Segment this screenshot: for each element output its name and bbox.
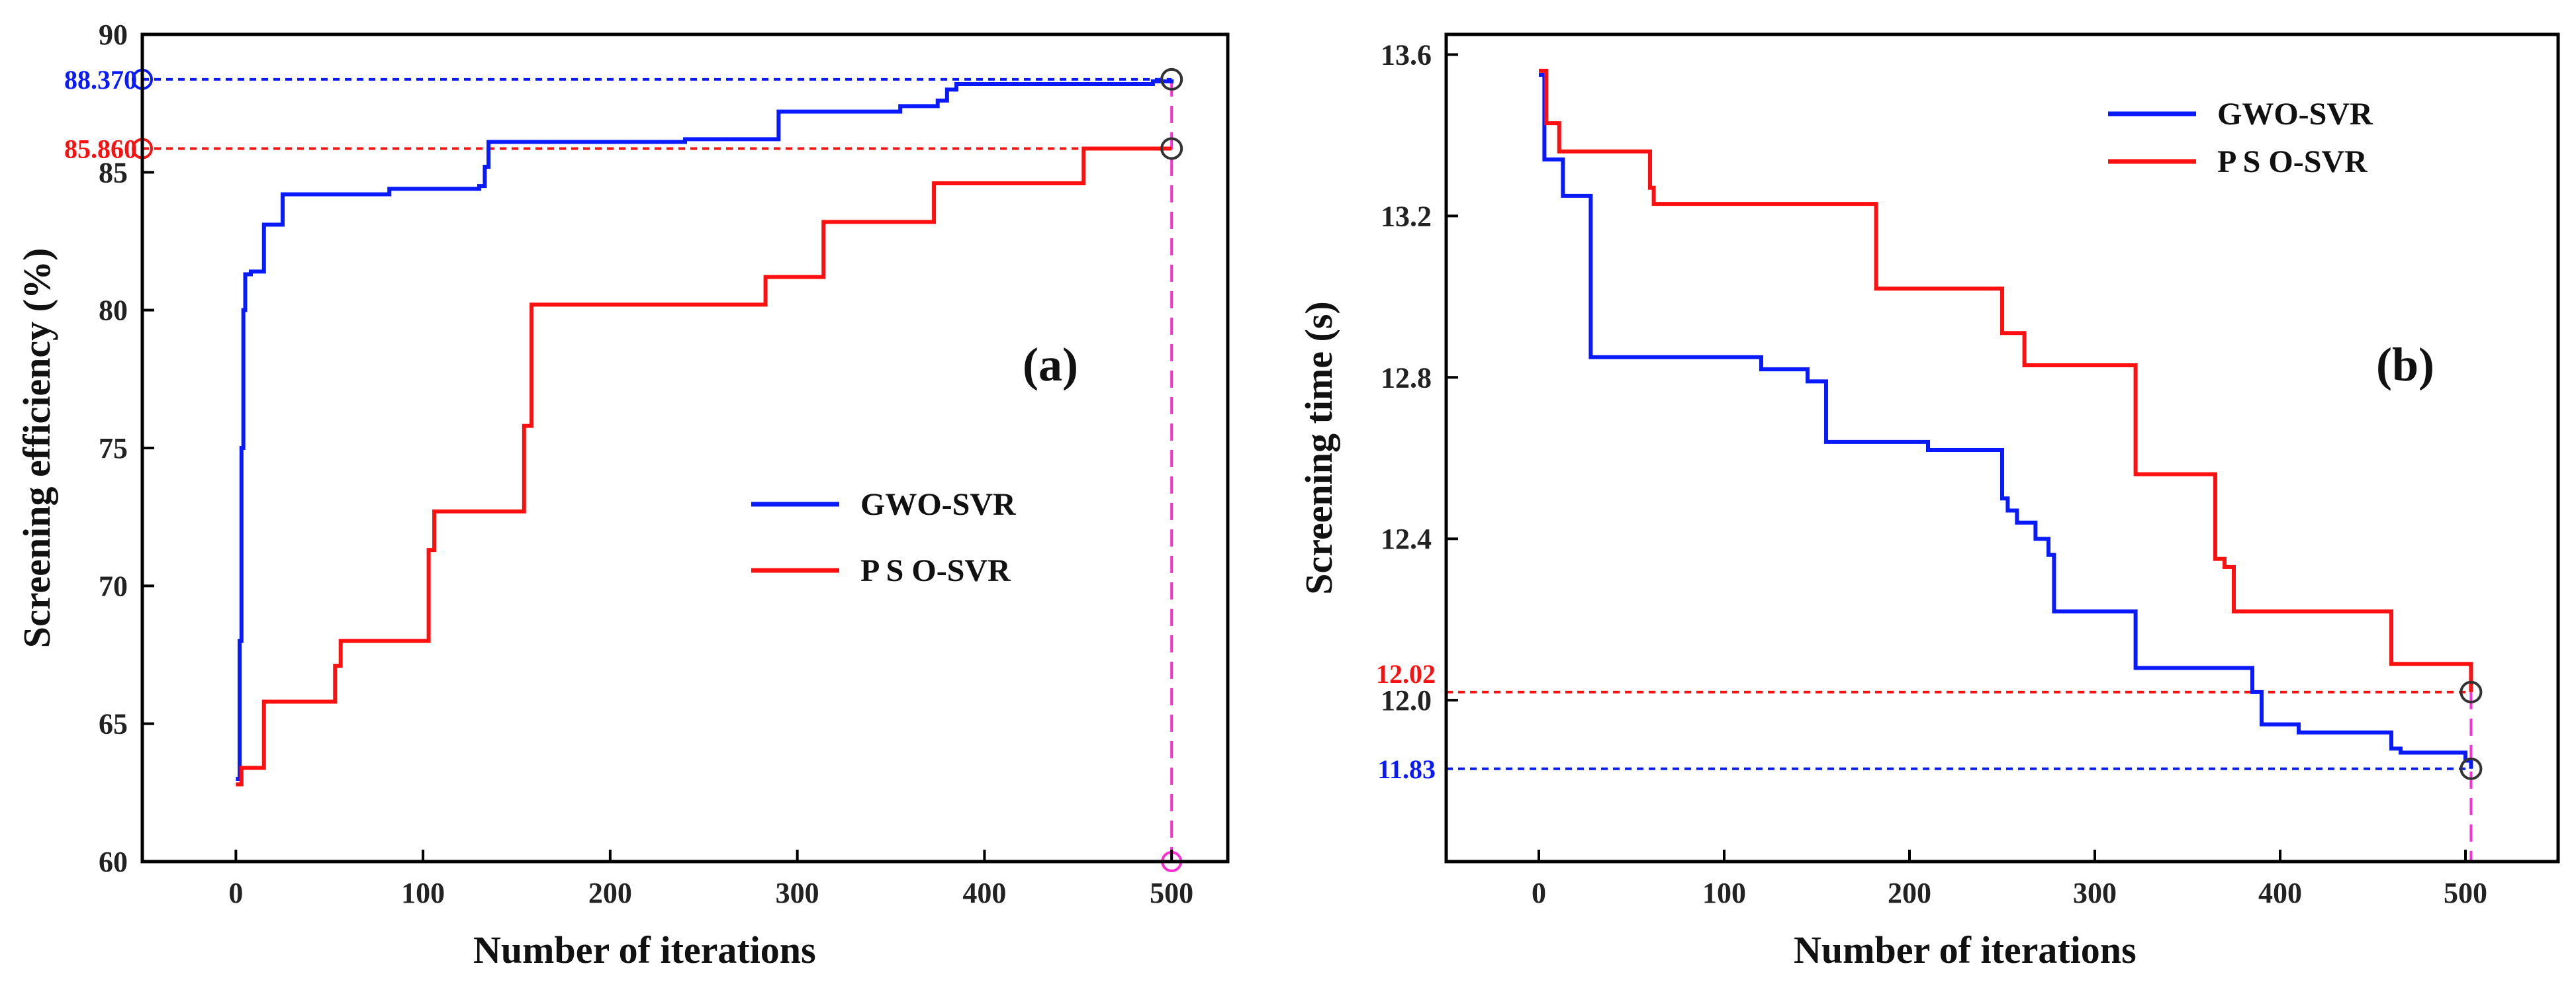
x-tick-label-b-0: 0	[1532, 877, 1546, 909]
series-line-a-pso	[236, 146, 1172, 787]
reference-value-label-b-1: 11.83	[1377, 754, 1436, 784]
x-tick-label-b-200: 200	[1888, 877, 1931, 909]
chart-panel-b: Number of iterations Screening time (s) …	[1297, 32, 2560, 971]
y-tick-label-b-2: 12.8	[1381, 361, 1432, 394]
legend-label-gwo-b: GWO-SVR	[2217, 97, 2373, 132]
endpoint-marker-a-1	[1160, 137, 1183, 160]
reference-value-label-a-0: 88.370	[64, 65, 137, 95]
y-tick-label-a-5: 85	[99, 156, 128, 189]
series-line-a-gwo	[236, 79, 1174, 781]
y-tick-label-a-0: 60	[99, 846, 128, 878]
y-tick-label-a-4: 80	[99, 294, 128, 327]
endpoint-marker-b-1	[2460, 757, 2483, 780]
panel-label-b: (b)	[2376, 338, 2434, 391]
y-tick-label-b-4: 13.6	[1381, 38, 1432, 71]
y-axis-label-a: Screening efficiency (%)	[15, 248, 58, 649]
y-tick-label-a-3: 75	[99, 432, 128, 465]
y-tick-label-a-2: 70	[99, 570, 128, 602]
y-tick-label-a-1: 65	[99, 708, 128, 740]
y-tick-label-a-6: 90	[99, 19, 128, 51]
y-tick-label-b-1: 12.4	[1381, 523, 1432, 555]
legend-label-pso-b: P S O-SVR	[2217, 144, 2368, 179]
x-axis-label-b: Number of iterations	[1794, 928, 2137, 971]
legend-a: GWO-SVR P S O-SVR	[751, 487, 1017, 588]
x-tick-label-a-100: 100	[401, 877, 445, 909]
plot-frame-b	[1444, 32, 2560, 864]
x-tick-label-a-0: 0	[228, 877, 243, 909]
x-tick-label-a-400: 400	[962, 877, 1006, 909]
series-line-b-pso	[1539, 68, 2473, 692]
legend-label-pso-a: P S O-SVR	[860, 553, 1011, 588]
x-axis-label-a: Number of iterations	[473, 928, 816, 971]
panel-label-a: (a)	[1023, 338, 1078, 391]
series-line-b-gwo	[1539, 72, 2473, 769]
x-tick-label-b-100: 100	[1702, 877, 1746, 909]
y-tick-label-b-0: 12.0	[1381, 684, 1432, 717]
x-tick-label-b-400: 400	[2258, 877, 2302, 909]
plot-content-b	[1446, 68, 2483, 862]
reference-value-label-a-1: 85.860	[64, 134, 137, 164]
x-tick-label-a-200: 200	[588, 877, 632, 909]
x-tick-label-b-300: 300	[2073, 877, 2117, 909]
chart-panel-a: Number of iterations Screening efficienc…	[15, 19, 1230, 971]
endpoint-marker-a-0	[1160, 67, 1183, 91]
x-tick-label-a-500: 500	[1150, 877, 1193, 909]
y-axis-label-b: Screening time (s)	[1297, 301, 1340, 595]
reference-value-label-b-0: 12.02	[1376, 659, 1436, 689]
x-tick-label-a-300: 300	[776, 877, 819, 909]
endpoint-marker-b-0	[2460, 680, 2483, 703]
legend-label-gwo-a: GWO-SVR	[860, 487, 1017, 522]
legend-b: GWO-SVR P S O-SVR	[2108, 97, 2373, 179]
y-tick-label-b-3: 13.2	[1381, 200, 1432, 232]
x-tick-label-b-500: 500	[2444, 877, 2487, 909]
